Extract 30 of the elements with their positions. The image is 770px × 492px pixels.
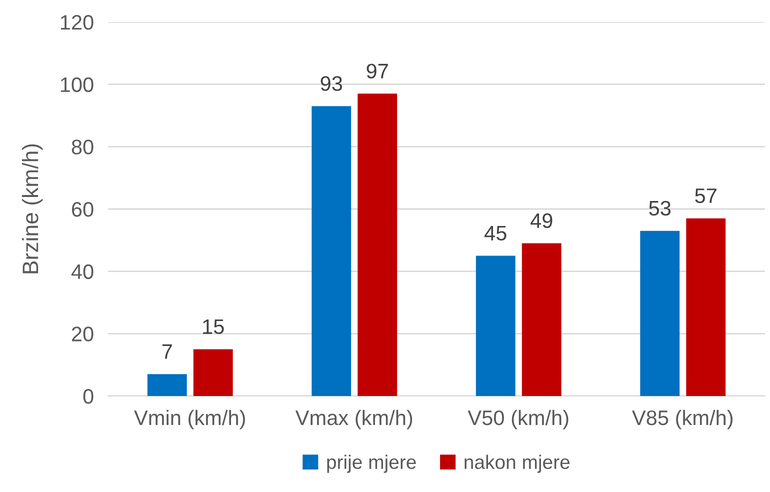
y-tick-label: 0 xyxy=(83,389,94,404)
y-tick-label: 60 xyxy=(72,202,94,217)
data-label: 7 xyxy=(162,344,172,359)
y-tick-label: 100 xyxy=(60,77,94,92)
y-tick-label: 80 xyxy=(72,140,94,154)
data-label: 93 xyxy=(320,76,342,91)
legend-label: nakon mjere xyxy=(464,454,570,473)
y-tick-label: 40 xyxy=(71,264,94,280)
bar xyxy=(522,243,562,396)
y-tick-label: 120 xyxy=(60,15,94,30)
bar xyxy=(312,106,352,396)
data-label: 97 xyxy=(366,64,388,78)
bar xyxy=(358,94,398,396)
x-tick-label: Vmax (km/h) xyxy=(295,410,412,430)
legend-label: prije mjere xyxy=(327,454,416,473)
data-label: 45 xyxy=(484,226,506,241)
bar xyxy=(476,256,516,396)
bar xyxy=(193,349,233,396)
x-tick-label: Vmin (km/h) xyxy=(134,410,245,430)
x-tick-label: V50 (km/h) xyxy=(468,410,568,430)
y-tick-label: 20 xyxy=(72,326,94,342)
data-label: 15 xyxy=(203,319,224,334)
data-label: 53 xyxy=(649,200,671,216)
data-label: 49 xyxy=(530,213,552,228)
data-label: 57 xyxy=(695,188,716,204)
bar xyxy=(686,218,726,396)
y-axis-title: Brzine (km/h) xyxy=(22,144,43,274)
x-tick-label: V85 (km/h) xyxy=(632,410,733,430)
bar xyxy=(640,230,680,396)
bar xyxy=(147,374,187,396)
